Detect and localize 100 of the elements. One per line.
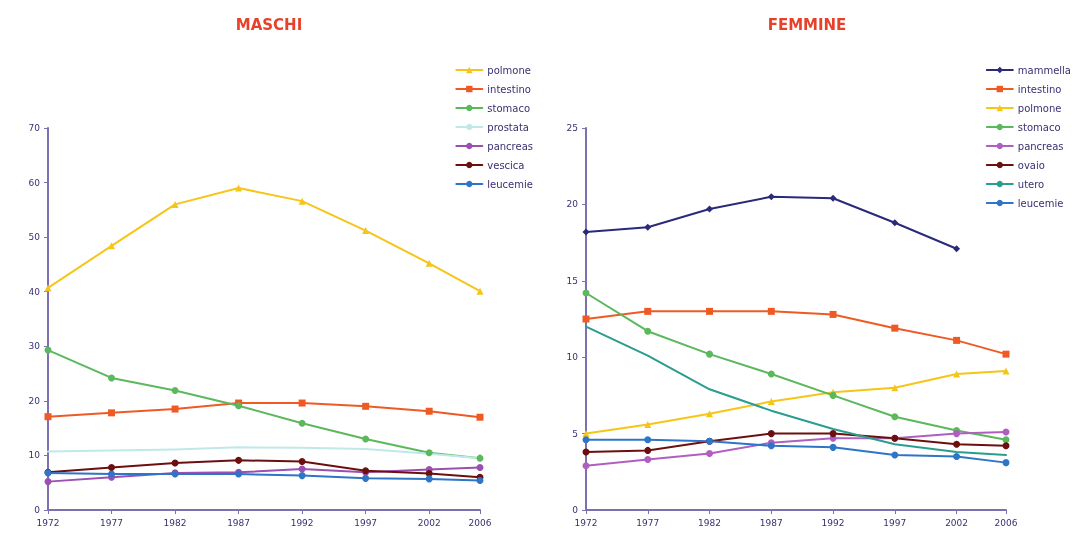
- legend-label: prostata: [487, 121, 529, 133]
- point: [582, 436, 590, 444]
- x-tick-label: 2002: [945, 517, 969, 528]
- x-tick-label: 1992: [821, 517, 845, 528]
- point: [108, 374, 116, 382]
- legend-label: leucemie: [1017, 197, 1064, 209]
- x-tick-label: 1982: [163, 517, 187, 528]
- legend-label: pancreas: [487, 140, 534, 152]
- legend-label: stomaco: [487, 102, 531, 114]
- point: [425, 475, 433, 483]
- point: [362, 474, 370, 482]
- legend-label: pancreas: [1017, 140, 1064, 152]
- legend-label: ovaio: [1017, 159, 1045, 171]
- point: [425, 449, 433, 457]
- point: [582, 462, 590, 470]
- point: [171, 200, 179, 208]
- y-tick-label: 60: [28, 177, 41, 188]
- point: [644, 327, 652, 335]
- legend-label: stomaco: [1017, 121, 1061, 133]
- point: [171, 405, 179, 413]
- point: [298, 197, 306, 205]
- y-tick-label: 70: [28, 123, 41, 133]
- point: [425, 407, 433, 415]
- x-tick-label: 1977: [636, 517, 660, 528]
- point: [644, 446, 652, 454]
- point: [298, 399, 306, 407]
- y-tick-label: 20: [566, 199, 579, 210]
- point: [953, 370, 961, 378]
- point: [767, 398, 775, 406]
- point: [829, 310, 837, 318]
- point: [425, 259, 433, 267]
- x-tick-label: 2002: [417, 517, 441, 528]
- point: [582, 315, 590, 323]
- y-tick-label: 25: [566, 123, 578, 133]
- point: [891, 219, 899, 227]
- point: [891, 451, 899, 459]
- point: [829, 194, 837, 202]
- x-tick-label: 1982: [698, 517, 721, 528]
- legend-label: intestino: [487, 83, 531, 95]
- point: [829, 430, 837, 438]
- legend-label: intestino: [1017, 83, 1062, 95]
- point: [1002, 350, 1010, 358]
- legend-label: mammella: [1017, 64, 1072, 76]
- point: [706, 410, 714, 418]
- x-tick-label: 2006: [468, 517, 492, 528]
- point: [108, 463, 116, 471]
- y-tick-label: 10: [28, 450, 41, 461]
- point: [767, 430, 775, 438]
- point: [362, 435, 370, 443]
- y-tick-label: 15: [566, 275, 578, 286]
- point: [298, 472, 306, 480]
- legend-label: polmone: [487, 64, 531, 76]
- point: [644, 456, 652, 464]
- y-tick-label: 0: [572, 505, 579, 515]
- x-tick-label: 1997: [354, 517, 378, 528]
- point: [644, 223, 652, 231]
- chart-title: MASCHI: [235, 15, 303, 34]
- point: [891, 324, 899, 332]
- point: [108, 242, 116, 250]
- legend-label: vescica: [487, 159, 525, 171]
- point: [953, 245, 961, 253]
- point: [476, 287, 484, 295]
- point: [1002, 442, 1010, 450]
- point: [44, 478, 52, 486]
- point: [476, 413, 484, 421]
- y-tick-label: 20: [28, 395, 41, 406]
- point: [767, 370, 775, 378]
- y-tick-label: 5: [572, 428, 578, 439]
- point: [235, 184, 243, 192]
- point: [706, 307, 714, 315]
- point: [171, 386, 179, 394]
- point: [644, 436, 652, 444]
- point: [476, 477, 484, 485]
- point: [953, 453, 961, 461]
- chart-title: FEMMINE: [767, 15, 847, 34]
- legend-label: leucemie: [487, 178, 533, 190]
- x-tick-label: 1992: [290, 517, 314, 528]
- x-tick-label: 1972: [36, 517, 60, 528]
- point: [582, 228, 590, 236]
- y-tick-label: 50: [28, 232, 41, 243]
- point: [644, 420, 652, 428]
- point: [298, 419, 306, 427]
- point: [706, 205, 714, 213]
- point: [1002, 459, 1010, 467]
- point: [362, 402, 370, 410]
- x-tick-label: 1987: [759, 517, 783, 528]
- point: [44, 284, 52, 292]
- point: [644, 307, 652, 315]
- point: [706, 350, 714, 358]
- point: [298, 457, 306, 465]
- point: [767, 307, 775, 315]
- point: [706, 449, 714, 457]
- x-tick-label: 1977: [100, 517, 123, 528]
- y-tick-label: 40: [28, 286, 41, 297]
- point: [767, 193, 775, 201]
- point: [235, 456, 243, 464]
- x-tick-label: 2006: [994, 517, 1018, 528]
- point: [1002, 367, 1010, 375]
- x-tick-label: 1997: [883, 517, 907, 528]
- point: [829, 443, 837, 451]
